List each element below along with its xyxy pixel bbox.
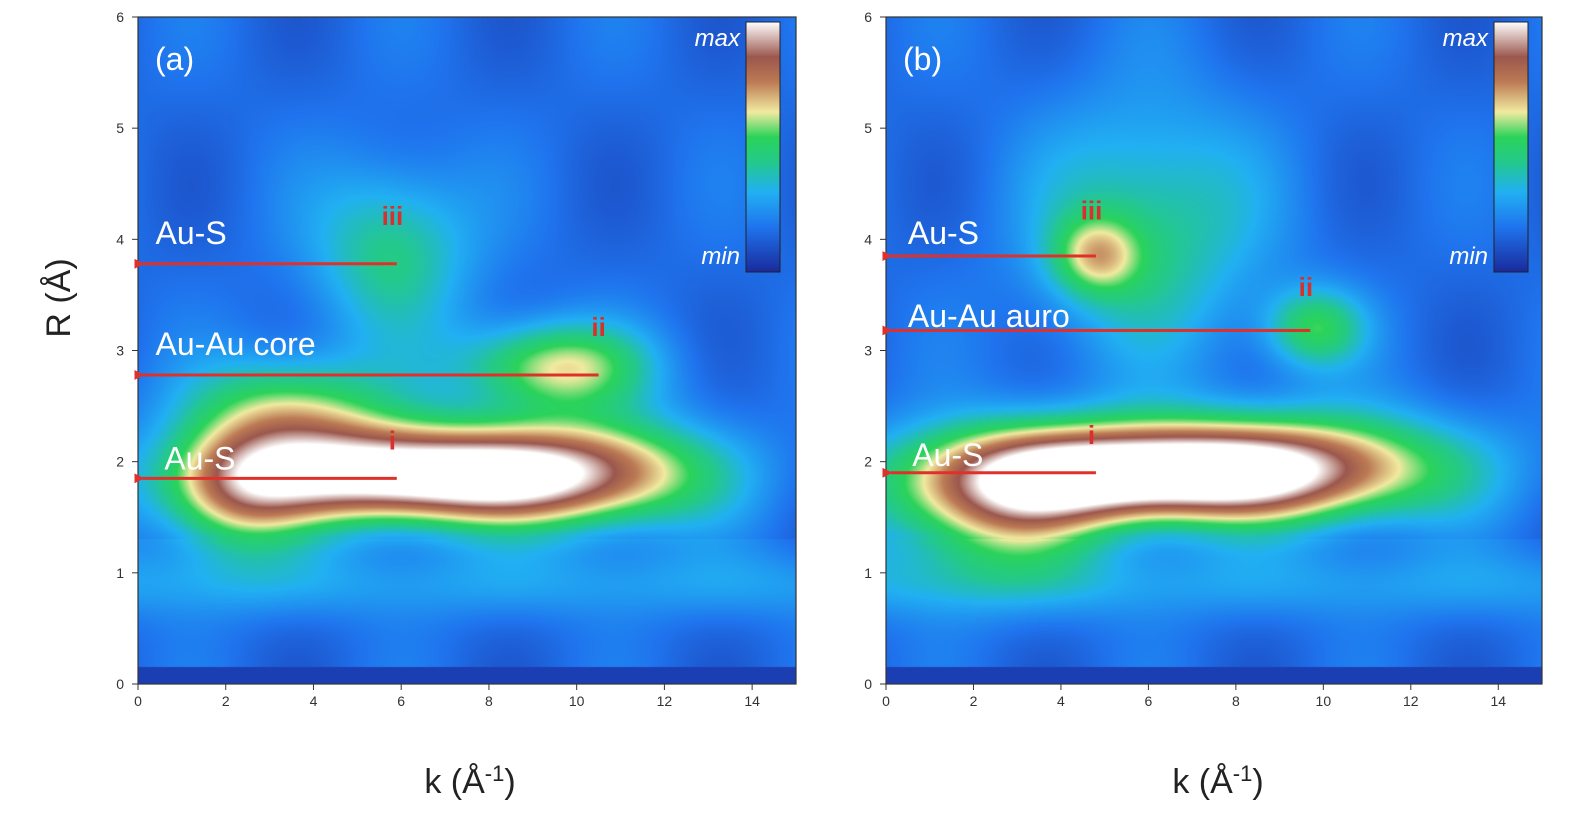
x-tick-label: 8 — [485, 693, 493, 709]
colorbar-scale-b — [1493, 21, 1529, 273]
x-tick-label: 0 — [134, 693, 142, 709]
annotations-b: Au-S iii Au-Au auro ii Au-S i — [882, 195, 1313, 478]
y-tick-label: 0 — [116, 676, 124, 692]
y-tick-label: 6 — [116, 9, 124, 25]
bond-label: Au-S — [156, 215, 227, 251]
heatmap-b — [886, 17, 1542, 684]
y-tick-label: 4 — [116, 231, 124, 247]
heatmap-a — [138, 17, 796, 684]
x-tick-label: 12 — [657, 693, 673, 709]
x-tick-label: 8 — [1232, 693, 1240, 709]
x-axis-title-a: k (Å-1) — [424, 761, 515, 801]
y-tick-label: 6 — [864, 9, 872, 25]
colorbar-min-label-b: min — [1449, 243, 1488, 270]
x-tick-label: 2 — [970, 693, 978, 709]
y-tick-label: 2 — [864, 454, 872, 470]
colorbar-scale-a — [745, 21, 781, 273]
colorbar-b: max min — [1443, 21, 1529, 273]
panel-label-a: (a) — [155, 41, 194, 77]
x-tick-label: 4 — [1057, 693, 1065, 709]
colorbar-max-label-a: max — [695, 25, 741, 52]
y-tick-label: 5 — [864, 120, 872, 136]
y-tick-label: 1 — [864, 565, 872, 581]
colorbar-min-label-a: min — [701, 243, 740, 270]
panel-label-b: (b) — [903, 41, 942, 77]
annotations-a: Au-S iii Au-Au core ii Au-S i — [134, 201, 606, 484]
x-axis-title-b: k (Å-1) — [1172, 761, 1263, 801]
colorbar-max-label-b: max — [1443, 25, 1489, 52]
x-tick-label: 10 — [569, 693, 585, 709]
bond-label: Au-S — [164, 440, 235, 476]
bond-label: Au-Au auro — [908, 298, 1070, 334]
peak-marker: i — [389, 425, 396, 455]
peak-marker: iii — [1081, 195, 1103, 225]
y-axis-title: R (Å) — [40, 258, 78, 337]
y-tick-label: 1 — [116, 565, 124, 581]
x-ticks-b: 0 2 4 6 8 10 12 14 — [882, 684, 1506, 709]
x-ticks-a: 0 2 4 6 8 10 12 14 — [134, 684, 760, 709]
y-tick-label: 3 — [116, 343, 124, 359]
x-tick-label: 4 — [310, 693, 318, 709]
y-ticks-a: 0 1 2 3 4 5 6 — [116, 9, 138, 692]
x-tick-label: 14 — [744, 693, 760, 709]
colorbar-a: max min — [695, 21, 781, 273]
x-tick-label: 12 — [1403, 693, 1419, 709]
y-tick-label: 0 — [864, 676, 872, 692]
x-tick-label: 6 — [397, 693, 405, 709]
y-tick-label: 4 — [864, 231, 872, 247]
bond-label: Au-S — [912, 437, 983, 473]
x-tick-label: 6 — [1145, 693, 1153, 709]
x-tick-label: 14 — [1490, 693, 1506, 709]
y-tick-label: 5 — [116, 120, 124, 136]
peak-marker: i — [1088, 420, 1095, 450]
x-tick-label: 0 — [882, 693, 890, 709]
peak-marker: ii — [1299, 272, 1313, 302]
y-tick-label: 2 — [116, 454, 124, 470]
bond-label: Au-S — [908, 215, 979, 251]
x-tick-label: 10 — [1316, 693, 1332, 709]
peak-marker: iii — [382, 201, 404, 231]
peak-marker: ii — [591, 312, 605, 342]
x-tick-label: 2 — [222, 693, 230, 709]
y-tick-label: 3 — [864, 343, 872, 359]
bond-label: Au-Au core — [156, 326, 316, 362]
y-ticks-b: 0 1 2 3 4 5 6 — [864, 9, 886, 692]
